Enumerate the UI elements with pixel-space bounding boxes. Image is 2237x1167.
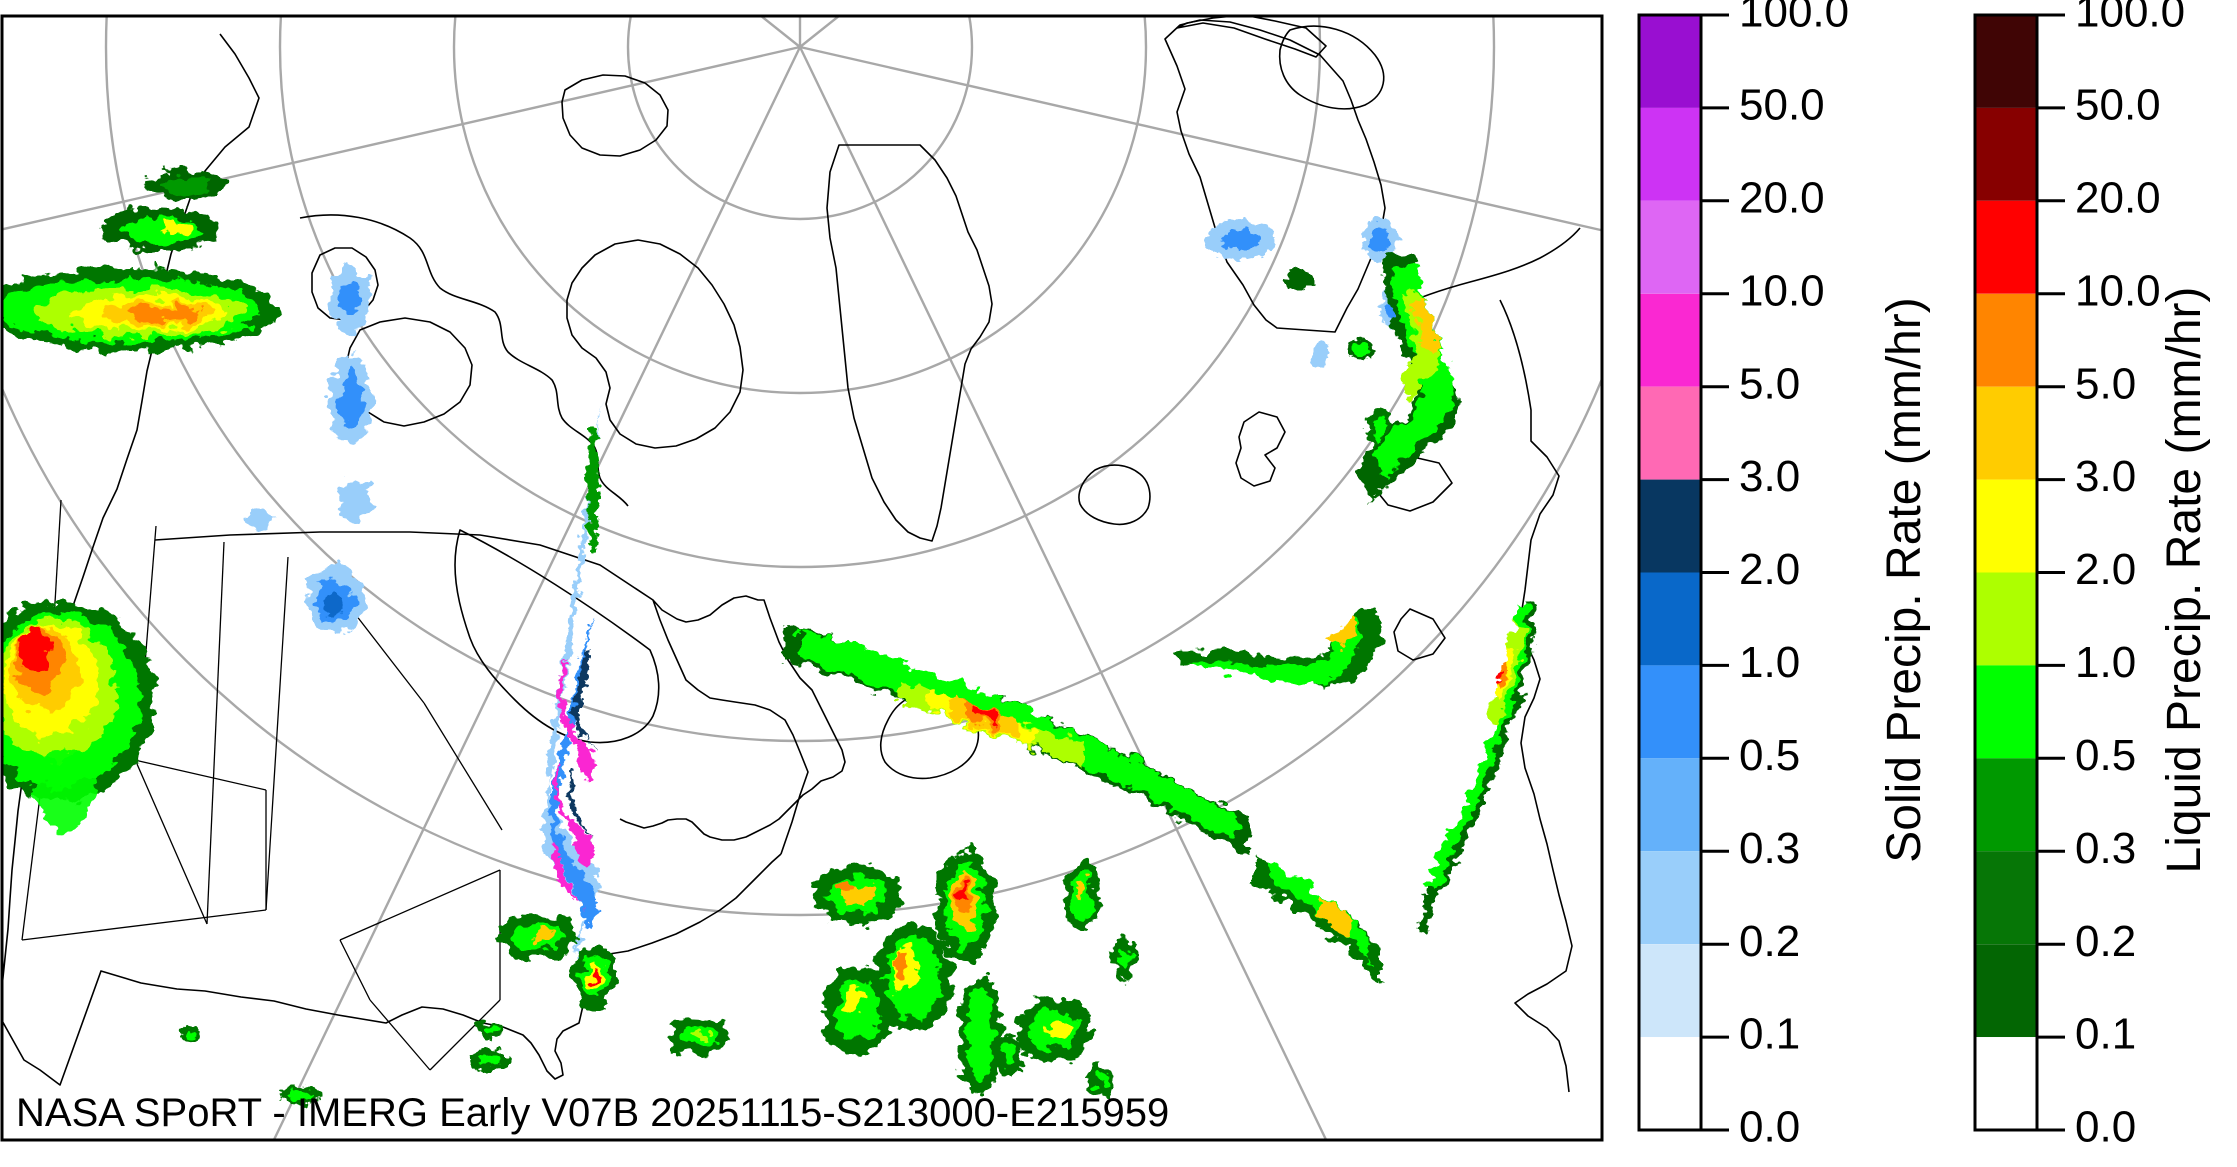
svg-text:5.0: 5.0: [1739, 359, 1800, 408]
svg-text:5.0: 5.0: [2075, 359, 2136, 408]
svg-text:0.0: 0.0: [1739, 1103, 1800, 1152]
svg-text:0.2: 0.2: [2075, 917, 2136, 966]
svg-text:0.1: 0.1: [1739, 1010, 1800, 1059]
svg-text:1.0: 1.0: [1739, 638, 1800, 687]
svg-text:3.0: 3.0: [2075, 452, 2136, 501]
svg-text:10.0: 10.0: [2075, 266, 2161, 315]
svg-text:10.0: 10.0: [1739, 266, 1825, 315]
svg-text:0.0: 0.0: [2075, 1103, 2136, 1152]
svg-text:50.0: 50.0: [2075, 81, 2161, 130]
svg-text:100.0: 100.0: [2075, 0, 2185, 37]
svg-text:0.2: 0.2: [1739, 917, 1800, 966]
svg-text:NASA SPoRT - IMERG Early V07B: NASA SPoRT - IMERG Early V07B 20251115-S…: [16, 1091, 1169, 1135]
svg-text:3.0: 3.0: [1739, 452, 1800, 501]
svg-text:2.0: 2.0: [1739, 545, 1800, 594]
svg-text:0.1: 0.1: [2075, 1010, 2136, 1059]
svg-text:1.0: 1.0: [2075, 638, 2136, 687]
svg-text:0.5: 0.5: [1739, 731, 1800, 780]
svg-text:0.3: 0.3: [1739, 824, 1800, 873]
svg-text:Solid Precip. Rate (mm/hr): Solid Precip. Rate (mm/hr): [1878, 297, 1931, 862]
svg-text:0.3: 0.3: [2075, 824, 2136, 873]
svg-text:100.0: 100.0: [1739, 0, 1849, 37]
svg-text:Liquid Precip. Rate (mm/hr): Liquid Precip. Rate (mm/hr): [2158, 287, 2211, 874]
svg-text:20.0: 20.0: [1739, 173, 1825, 222]
svg-text:50.0: 50.0: [1739, 81, 1825, 130]
svg-text:2.0: 2.0: [2075, 545, 2136, 594]
svg-text:0.5: 0.5: [2075, 731, 2136, 780]
svg-text:20.0: 20.0: [2075, 173, 2161, 222]
